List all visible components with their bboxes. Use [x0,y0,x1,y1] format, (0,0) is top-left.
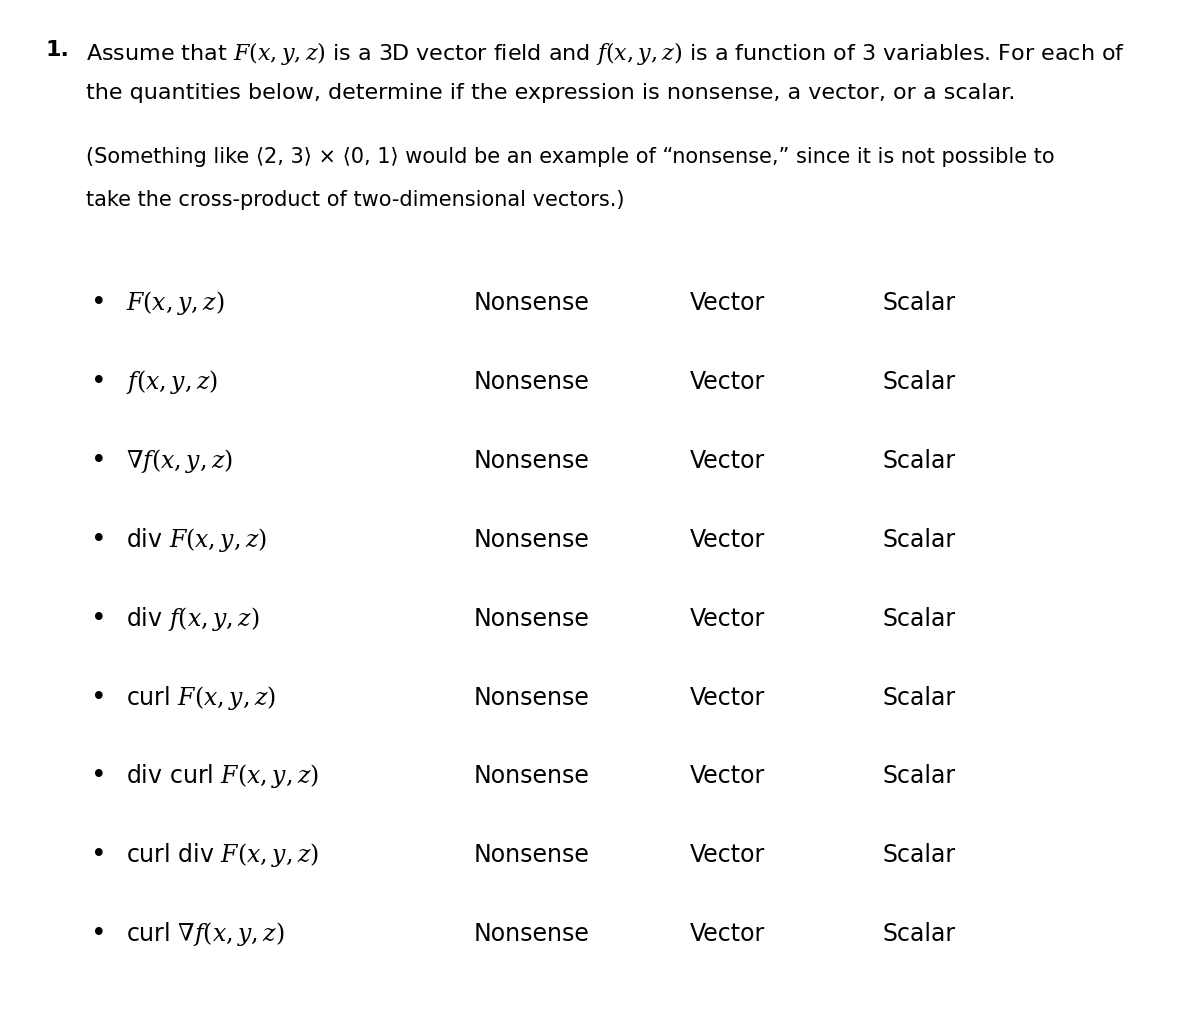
Text: •: • [90,290,107,316]
Text: Scalar: Scalar [882,764,955,789]
Text: (Something like ⟨2, 3⟩ × ⟨0, 1⟩ would be an example of “nonsense,” since it is n: (Something like ⟨2, 3⟩ × ⟨0, 1⟩ would be… [86,147,1055,167]
Text: Assume that $F(x, y, z)$ is a 3D vector field and $f(x, y, z)$ is a function of : Assume that $F(x, y, z)$ is a 3D vector … [86,40,1126,68]
Text: •: • [90,763,107,790]
Text: the quantities below, determine if the expression is nonsense, a vector, or a sc: the quantities below, determine if the e… [86,83,1015,103]
Text: Nonsense: Nonsense [474,528,590,552]
Text: curl div $F(x, y, z)$: curl div $F(x, y, z)$ [126,841,319,869]
Text: div curl $F(x, y, z)$: div curl $F(x, y, z)$ [126,762,319,791]
Text: Scalar: Scalar [882,607,955,631]
Text: curl $F(x, y, z)$: curl $F(x, y, z)$ [126,683,276,712]
Text: 1.: 1. [46,40,70,61]
Text: Nonsense: Nonsense [474,607,590,631]
Text: Vector: Vector [690,449,766,473]
Text: div $F(x, y, z)$: div $F(x, y, z)$ [126,526,268,554]
Text: •: • [90,606,107,632]
Text: Vector: Vector [690,291,766,315]
Text: curl $\nabla f(x, y, z)$: curl $\nabla f(x, y, z)$ [126,920,284,948]
Text: Vector: Vector [690,764,766,789]
Text: Scalar: Scalar [882,449,955,473]
Text: •: • [90,842,107,868]
Text: Scalar: Scalar [882,370,955,394]
Text: Nonsense: Nonsense [474,291,590,315]
Text: Scalar: Scalar [882,922,955,946]
Text: Scalar: Scalar [882,291,955,315]
Text: Nonsense: Nonsense [474,449,590,473]
Text: Scalar: Scalar [882,528,955,552]
Text: Vector: Vector [690,528,766,552]
Text: •: • [90,684,107,711]
Text: Vector: Vector [690,370,766,394]
Text: •: • [90,448,107,474]
Text: •: • [90,527,107,553]
Text: Scalar: Scalar [882,685,955,710]
Text: Vector: Vector [690,922,766,946]
Text: Nonsense: Nonsense [474,764,590,789]
Text: Nonsense: Nonsense [474,370,590,394]
Text: $F(x, y, z)$: $F(x, y, z)$ [126,289,224,317]
Text: •: • [90,369,107,395]
Text: Scalar: Scalar [882,843,955,867]
Text: div $f(x, y, z)$: div $f(x, y, z)$ [126,605,259,633]
Text: Nonsense: Nonsense [474,843,590,867]
Text: $\nabla f(x, y, z)$: $\nabla f(x, y, z)$ [126,447,233,475]
Text: Vector: Vector [690,685,766,710]
Text: take the cross-product of two-dimensional vectors.): take the cross-product of two-dimensiona… [86,190,625,210]
Text: Vector: Vector [690,843,766,867]
Text: Nonsense: Nonsense [474,685,590,710]
Text: Nonsense: Nonsense [474,922,590,946]
Text: •: • [90,921,107,947]
Text: Vector: Vector [690,607,766,631]
Text: $f(x, y, z)$: $f(x, y, z)$ [126,368,218,396]
